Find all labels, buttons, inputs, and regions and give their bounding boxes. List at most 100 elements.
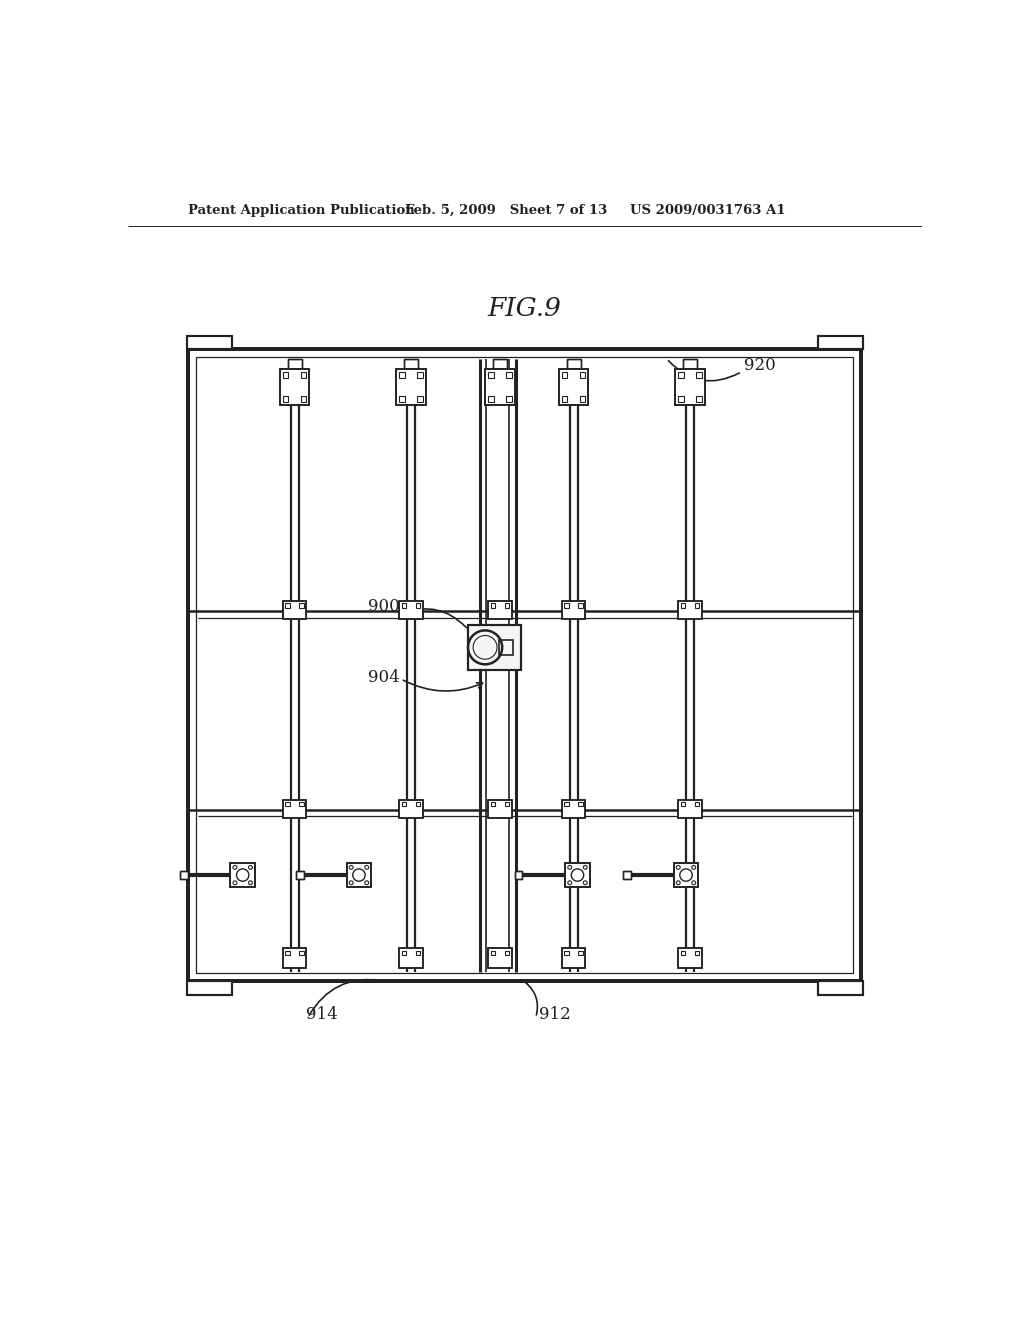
Bar <box>562 372 567 378</box>
Bar <box>230 863 255 887</box>
Bar <box>675 370 705 405</box>
Bar <box>566 359 581 370</box>
Bar <box>565 863 590 887</box>
Bar <box>396 370 426 405</box>
Bar <box>678 800 701 818</box>
Bar <box>683 359 697 370</box>
Text: 900: 900 <box>369 598 400 615</box>
Bar <box>559 370 589 405</box>
Bar <box>490 950 496 956</box>
Bar <box>696 372 701 378</box>
Bar <box>301 396 306 401</box>
Bar <box>187 335 231 350</box>
Bar <box>399 396 404 401</box>
Bar <box>624 871 631 879</box>
Bar <box>490 801 496 807</box>
Bar <box>562 800 586 818</box>
Bar <box>417 396 423 401</box>
Bar <box>694 950 699 956</box>
Bar <box>681 801 685 807</box>
Bar <box>416 603 420 607</box>
Bar <box>505 603 509 607</box>
Bar <box>417 372 423 378</box>
Bar <box>694 603 699 607</box>
Bar <box>818 981 862 995</box>
Bar <box>506 396 512 401</box>
Bar <box>283 601 306 619</box>
Bar <box>678 396 684 401</box>
Bar <box>288 359 302 370</box>
Bar <box>580 372 586 378</box>
Bar <box>401 603 407 607</box>
Bar <box>299 801 304 807</box>
Bar <box>187 981 231 995</box>
Bar <box>579 950 583 956</box>
Bar <box>346 863 372 887</box>
Bar <box>280 370 309 405</box>
Bar <box>488 372 494 378</box>
Bar <box>579 603 583 607</box>
Bar <box>624 871 631 879</box>
Text: US 2009/0031763 A1: US 2009/0031763 A1 <box>630 205 785 218</box>
Bar <box>683 359 697 370</box>
Bar <box>399 601 423 619</box>
Bar <box>401 950 407 956</box>
Bar <box>678 601 701 619</box>
Bar <box>562 800 586 818</box>
Bar <box>283 372 289 378</box>
Bar <box>488 601 512 619</box>
Bar <box>296 871 304 879</box>
Bar <box>678 601 701 619</box>
Bar <box>488 601 512 619</box>
Bar <box>674 863 698 887</box>
Bar <box>674 863 698 887</box>
Bar <box>562 601 586 619</box>
Bar <box>296 871 304 879</box>
Bar <box>301 372 306 378</box>
Bar <box>694 801 699 807</box>
Bar <box>403 359 418 370</box>
Bar <box>818 335 862 350</box>
Bar <box>286 801 290 807</box>
Bar <box>399 800 423 818</box>
Bar <box>493 359 507 370</box>
Bar <box>488 948 512 969</box>
Bar <box>286 950 290 956</box>
Bar <box>515 871 522 879</box>
Bar <box>485 370 515 405</box>
Bar <box>188 350 861 981</box>
Bar <box>562 396 567 401</box>
Bar <box>180 871 187 879</box>
Bar <box>280 370 309 405</box>
Bar <box>283 800 306 818</box>
Bar <box>818 335 862 350</box>
Bar <box>505 950 509 956</box>
Bar <box>416 950 420 956</box>
Bar <box>678 948 701 969</box>
Bar <box>283 948 306 969</box>
Text: FIG.9: FIG.9 <box>487 296 562 321</box>
Bar <box>564 603 569 607</box>
Bar <box>818 981 862 995</box>
Bar <box>180 871 187 879</box>
Bar <box>468 626 521 669</box>
Bar <box>399 800 423 818</box>
Bar <box>566 359 581 370</box>
Bar <box>283 601 306 619</box>
Text: 920: 920 <box>744 358 776 374</box>
Bar <box>580 396 586 401</box>
Bar <box>403 359 418 370</box>
Bar <box>562 948 586 969</box>
Bar <box>485 370 515 405</box>
Bar <box>559 370 589 405</box>
Bar <box>681 950 685 956</box>
Bar <box>188 350 861 981</box>
Text: 912: 912 <box>539 1006 570 1023</box>
Bar <box>488 800 512 818</box>
Bar <box>299 603 304 607</box>
Bar <box>286 603 290 607</box>
Bar <box>564 801 569 807</box>
Bar <box>678 800 701 818</box>
Bar <box>678 948 701 969</box>
Bar <box>399 372 404 378</box>
